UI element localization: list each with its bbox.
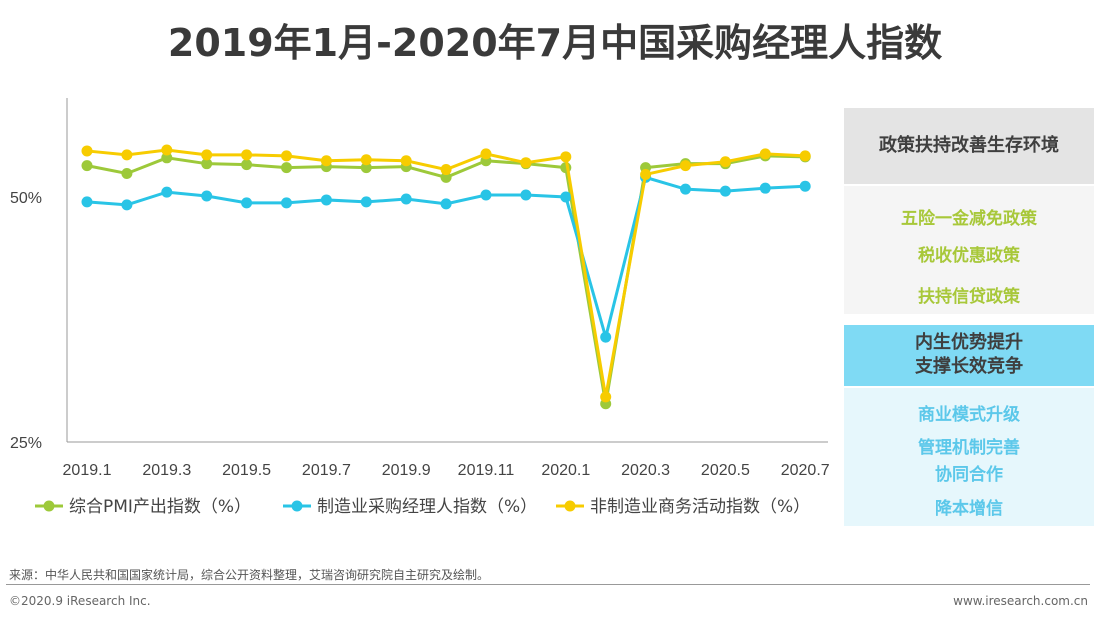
data-point [400,155,412,167]
policy-item: 五险一金减免政策 [901,209,1037,229]
data-point [320,155,332,167]
data-point [241,149,253,161]
series-line [86,154,806,405]
x-tick-label: 2020.3 [621,462,670,479]
page-title: 2019年1月-2020年7月中国采购经理人指数 [167,21,943,65]
legend-label: 综合PMI产出指数（%） [69,497,251,517]
data-point [759,148,771,160]
policy-item: 扶持信贷政策 [918,287,1020,307]
data-point [520,157,532,169]
data-point [201,158,213,170]
x-tick-label: 2019.7 [302,462,351,479]
data-point [799,150,811,162]
advantage-item: 降本增信 [935,499,1003,519]
data-point [799,180,811,192]
data-point [281,162,292,174]
series-line [86,148,806,398]
data-point [360,196,372,208]
x-tick-label: 2019.3 [142,462,191,479]
data-point [759,182,771,194]
x-tick-label: 2019.1 [63,462,112,479]
y-tick-label: 25% [10,435,42,452]
data-point [560,191,572,203]
website: www.iresearch.com.cn [953,594,1088,608]
policy-panel-heading: 政策扶持改善生存环境 [844,108,1094,184]
legend-marker [291,500,303,512]
data-point [640,168,652,180]
data-point [201,190,213,202]
advantage-item: 管理机制完善 [918,438,1020,458]
data-point [480,148,492,160]
data-point [161,152,173,164]
data-point [121,167,133,179]
data-point [121,149,133,161]
data-point [440,164,452,176]
data-point [161,144,173,156]
data-point [600,331,612,343]
advantage-heading-line1: 内生优势提升 [915,332,1023,353]
advantage-item: 协同合作 [935,465,1003,485]
data-point [161,186,173,198]
legend-label: 非制造业商务活动指数（%） [590,497,810,517]
source-note: 来源：中华人民共和国国家统计局，综合公开资料整理，艾瑞咨询研究院自主研究及绘制。 [9,568,490,582]
data-point [680,183,691,195]
data-point [81,145,93,157]
x-tick-label: 2019.11 [458,462,515,479]
data-point [480,189,492,201]
x-tick-label: 2019.5 [222,462,271,479]
data-point [600,391,612,403]
data-point [281,197,292,209]
data-point [81,160,93,172]
data-point [560,151,572,163]
x-tick-label: 2020.1 [541,462,590,479]
data-point [320,194,332,206]
data-point [360,154,372,166]
advantage-item: 商业模式升级 [918,405,1020,425]
data-point [241,197,253,209]
legend-marker [564,500,576,512]
data-point [121,199,133,211]
legend-label: 制造业采购经理人指数（%） [317,497,537,517]
x-tick-label: 2020.5 [701,462,750,479]
data-point [719,185,731,197]
advantage-panel-body: 商业模式升级 管理机制完善 协同合作 降本增信 [844,388,1094,526]
data-point [201,149,213,161]
data-point [400,193,412,205]
data-point [719,156,731,168]
policy-item: 税收优惠政策 [918,246,1020,266]
data-point [440,198,452,210]
x-tick-label: 2020.7 [781,462,830,479]
policy-panel-body: 五险一金减免政策 税收优惠政策 扶持信贷政策 [844,186,1094,314]
footer-divider [6,584,1090,585]
data-point [360,162,372,174]
advantage-heading-line2: 支撑长效竞争 [915,356,1023,377]
copyright: ©2020.9 iResearch Inc. [9,594,151,608]
data-point [281,150,292,162]
advantage-panel-heading: 内生优势提升 支撑长效竞争 [844,325,1094,386]
y-tick-label: 50% [10,190,42,207]
x-tick-label: 2019.9 [382,462,431,479]
data-point [241,159,253,171]
data-point [520,189,532,201]
data-point [680,160,691,172]
pmi-line-chart: 50% 25% 2019.1 2019.3 2019.5 2019.7 2019.9 2019… [10,98,830,517]
legend-marker [43,500,55,512]
data-point [81,196,93,208]
data-point [440,171,452,183]
